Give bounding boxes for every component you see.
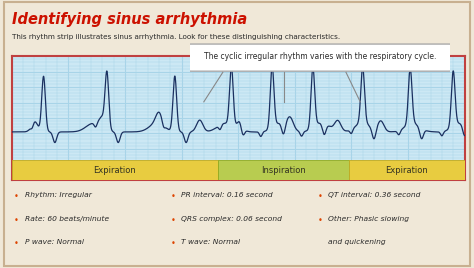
Text: T wave: Normal: T wave: Normal [181, 239, 240, 245]
FancyBboxPatch shape [182, 44, 458, 71]
Text: •: • [14, 239, 19, 248]
Bar [12, 161, 218, 180]
Text: Expiration: Expiration [93, 166, 136, 174]
Text: •: • [171, 192, 175, 201]
Text: Expiration: Expiration [385, 166, 428, 174]
Text: PR interval: 0.16 second: PR interval: 0.16 second [181, 192, 273, 198]
Text: Other: Phasic slowing: Other: Phasic slowing [328, 216, 409, 222]
Text: Rate: 60 beats/minute: Rate: 60 beats/minute [25, 216, 109, 222]
Text: The cyclic irregular rhythm varies with the respiratory cycle.: The cyclic irregular rhythm varies with … [204, 52, 436, 61]
Text: Rhythm: Irregular: Rhythm: Irregular [25, 192, 91, 198]
Text: Inspiration: Inspiration [261, 166, 306, 174]
Text: QT interval: 0.36 second: QT interval: 0.36 second [328, 192, 420, 198]
Bar [218, 161, 349, 180]
Bar [349, 161, 465, 180]
Text: Identifying sinus arrhythmia: Identifying sinus arrhythmia [12, 12, 247, 27]
Text: P wave: Normal: P wave: Normal [25, 239, 83, 245]
Text: and quickening: and quickening [328, 239, 386, 245]
Text: •: • [318, 192, 322, 201]
Text: QRS complex: 0.06 second: QRS complex: 0.06 second [181, 216, 282, 222]
Text: •: • [171, 239, 175, 248]
Text: •: • [318, 216, 322, 225]
Text: •: • [14, 192, 19, 201]
Text: This rhythm strip illustrates sinus arrhythmia. Look for these distinguishing ch: This rhythm strip illustrates sinus arrh… [12, 34, 340, 39]
Text: •: • [14, 216, 19, 225]
Text: •: • [171, 216, 175, 225]
